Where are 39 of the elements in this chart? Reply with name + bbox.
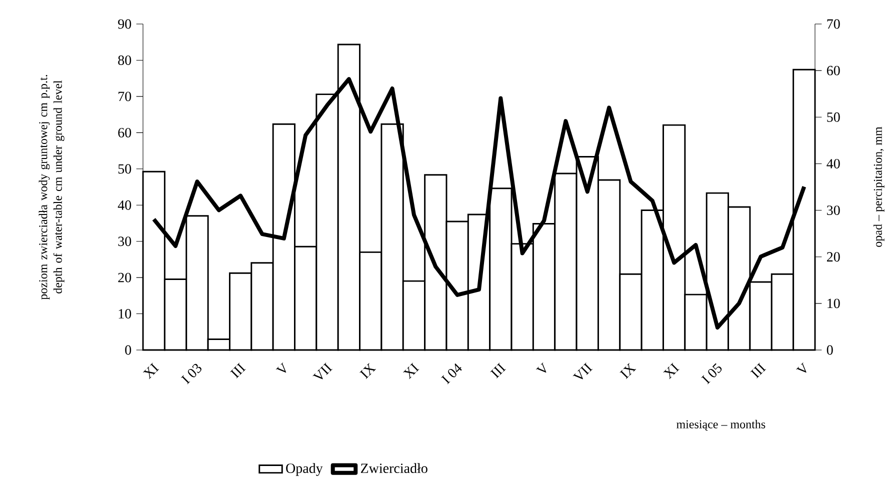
y2-tick-label: 0 xyxy=(826,345,833,355)
y2-tick-label: 50 xyxy=(827,112,840,122)
y2-axis-title: opad – percipitation, mm xyxy=(873,126,884,247)
x-tick-label: XI xyxy=(403,362,420,379)
y-tick-label: 90 xyxy=(118,19,132,29)
x-tick-label: VII xyxy=(572,362,593,380)
x-tick-label: I 03 xyxy=(180,364,202,384)
x-tick-label: I 05 xyxy=(701,363,722,384)
y-tick-label: 0 xyxy=(125,345,132,355)
x-tick-label: III xyxy=(750,362,766,378)
y-tick-label: 60 xyxy=(118,128,132,138)
y-tick-label: 10 xyxy=(118,308,132,318)
y-tick-label: 20 xyxy=(118,272,132,282)
y-tick-label: 70 xyxy=(118,92,132,102)
y2-tick-label: 70 xyxy=(827,19,840,29)
x-tick-label: I 04 xyxy=(441,363,462,384)
y2-tick-label: 20 xyxy=(826,252,840,262)
x-tick-label: V xyxy=(276,362,286,373)
x-tick-label: V xyxy=(796,362,806,373)
legend-label: Opady xyxy=(286,463,323,476)
x-tick-label: VII xyxy=(312,362,332,380)
x-tick-label: V xyxy=(536,362,546,373)
y2-tick-label: 60 xyxy=(826,66,840,76)
legend-label: Zwierciadło xyxy=(360,463,428,473)
y-tick-label: 50 xyxy=(118,164,132,174)
x-axis-title: miesiące – months xyxy=(676,420,766,430)
y2-tick-label: 40 xyxy=(826,158,840,168)
x-tick-label: III xyxy=(490,362,506,378)
x-tick-label: IX xyxy=(360,362,376,379)
y-tick-label: 30 xyxy=(118,236,132,246)
y-tick-label: 80 xyxy=(118,55,132,65)
y2-tick-label: 30 xyxy=(827,205,840,215)
x-tick-label: XI xyxy=(143,362,160,379)
y2-tick-label: 10 xyxy=(828,298,840,308)
y-axis-title: poziom zwierciadła wody gruntowej cm p.p.t. depth of water-table cm under ground level xyxy=(38,74,64,300)
x-tick-label: XI xyxy=(663,362,680,379)
x-tick-label: IX xyxy=(620,362,636,379)
x-tick-label: III xyxy=(230,362,246,378)
y-tick-label: 40 xyxy=(118,200,132,210)
